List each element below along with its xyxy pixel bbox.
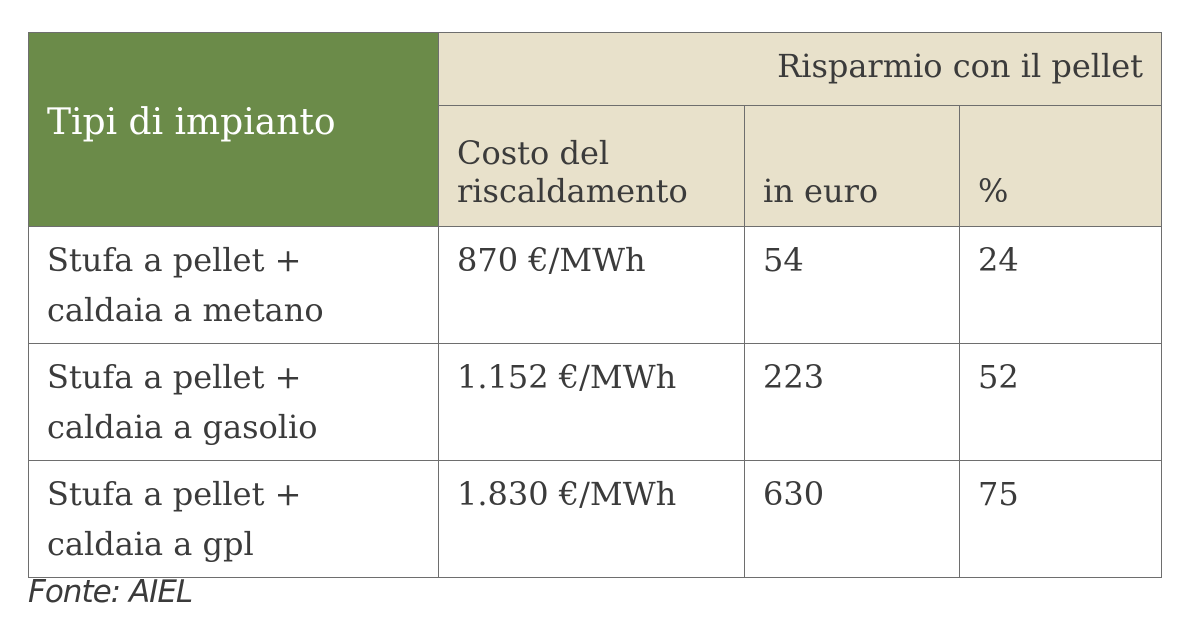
row-percent-cell: 24 — [958, 226, 1163, 344]
row-type-cell: Stufa a pellet + caldaia a gasolio — [28, 343, 439, 461]
row-percent-cell: 75 — [958, 460, 1163, 578]
table-row: Stufa a pellet + caldaia a gpl 1.830 €/M… — [28, 460, 1163, 578]
header-cost-line1: Costo del — [457, 134, 610, 172]
row-type-line1: Stufa a pellet + — [47, 241, 302, 279]
header-percent-cell: % — [958, 105, 1163, 227]
header-euro-cell: in euro — [744, 105, 960, 227]
row-type-line2: caldaia a gpl — [47, 525, 254, 563]
header-row-top: Tipi di impianto Risparmio con il pellet — [28, 32, 1163, 227]
row-type-line1: Stufa a pellet + — [47, 358, 302, 396]
row-euro-cell: 223 — [744, 343, 960, 461]
row-type-line1: Stufa a pellet + — [47, 475, 302, 513]
row-type-cell: Stufa a pellet + caldaia a gpl — [28, 460, 439, 578]
table-row: Stufa a pellet + caldaia a gasolio 1.152… — [28, 343, 1163, 461]
row-cost-cell: 1.830 €/MWh — [438, 460, 745, 578]
row-cost-cell: 1.152 €/MWh — [438, 343, 745, 461]
savings-table: Tipi di impianto Risparmio con il pellet… — [28, 32, 1163, 578]
row-euro-cell: 54 — [744, 226, 960, 344]
header-group-cell: Risparmio con il pellet — [437, 32, 1163, 106]
row-euro-cell: 630 — [744, 460, 960, 578]
header-cost-line2: riscaldamento — [457, 172, 688, 210]
savings-table-container: Tipi di impianto Risparmio con il pellet… — [28, 32, 1163, 578]
row-type-line2: caldaia a metano — [47, 291, 324, 329]
header-row-sub: Costo del riscaldamento in euro % — [29, 105, 1163, 227]
header-cost-cell: Costo del riscaldamento — [438, 105, 745, 227]
row-cost-cell: 870 €/MWh — [438, 226, 745, 344]
row-percent-cell: 52 — [958, 343, 1163, 461]
row-type-cell: Stufa a pellet + caldaia a metano — [28, 226, 439, 344]
source-caption: Fonte: AIEL — [28, 574, 193, 610]
row-type-line2: caldaia a gasolio — [47, 408, 318, 446]
header-type-cell: Tipi di impianto — [28, 32, 439, 227]
table-row: Stufa a pellet + caldaia a metano 870 €/… — [28, 226, 1163, 344]
